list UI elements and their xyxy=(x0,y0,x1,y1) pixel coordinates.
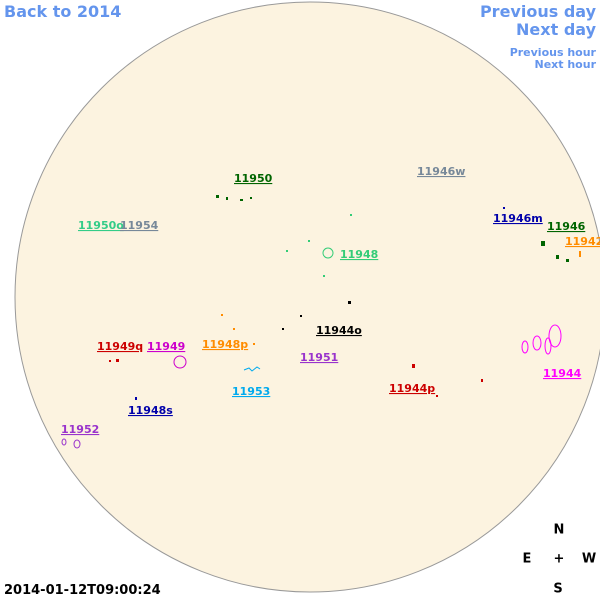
next-hour-link[interactable]: Next hour xyxy=(535,58,597,71)
region-label[interactable]: 11949 xyxy=(147,340,185,353)
region-label[interactable]: 11950 xyxy=(234,172,273,185)
previous-hour-link[interactable]: Previous hour xyxy=(510,46,597,59)
region-label[interactable]: 11951 xyxy=(300,351,338,364)
region-label[interactable]: 11946m xyxy=(493,212,543,225)
compass-south: S xyxy=(553,582,562,597)
region-label[interactable]: 11950o xyxy=(78,219,124,232)
region-label[interactable]: 11946w xyxy=(417,165,465,178)
region-label[interactable]: 11944 xyxy=(543,367,582,380)
compass-west: W xyxy=(582,552,596,567)
compass-center: + xyxy=(554,552,565,567)
region-label[interactable]: 11948 xyxy=(340,248,378,261)
back-link[interactable]: Back to 2014 xyxy=(4,2,121,21)
region-label[interactable]: 11952 xyxy=(61,423,99,436)
features xyxy=(61,195,581,449)
region-label[interactable]: 11953 xyxy=(232,385,270,398)
navigation: Back to 2014 Previous day Next day Previ… xyxy=(4,2,597,71)
compass-north: N xyxy=(554,523,565,538)
region-label[interactable]: 11942 xyxy=(565,235,600,248)
region-label[interactable]: 11954 xyxy=(120,219,159,232)
region-label[interactable]: 11949q xyxy=(97,340,143,353)
region-label[interactable]: 11944o xyxy=(316,324,362,337)
region-label[interactable]: 11944p xyxy=(389,382,435,395)
region-label[interactable]: 11946 xyxy=(547,220,586,233)
compass-east: E xyxy=(523,552,532,567)
timestamp: 2014-01-12T09:00:24 xyxy=(4,583,161,598)
region-label[interactable]: 11948s xyxy=(128,404,173,417)
next-day-link[interactable]: Next day xyxy=(516,20,597,39)
region-label[interactable]: 11948p xyxy=(202,338,248,351)
previous-day-link[interactable]: Previous day xyxy=(480,2,597,21)
compass: N E + W S xyxy=(523,523,597,597)
region-labels: 11950 11946w 11950o 11954 11946m 11946 1… xyxy=(61,165,600,436)
solar-disk xyxy=(14,1,600,593)
